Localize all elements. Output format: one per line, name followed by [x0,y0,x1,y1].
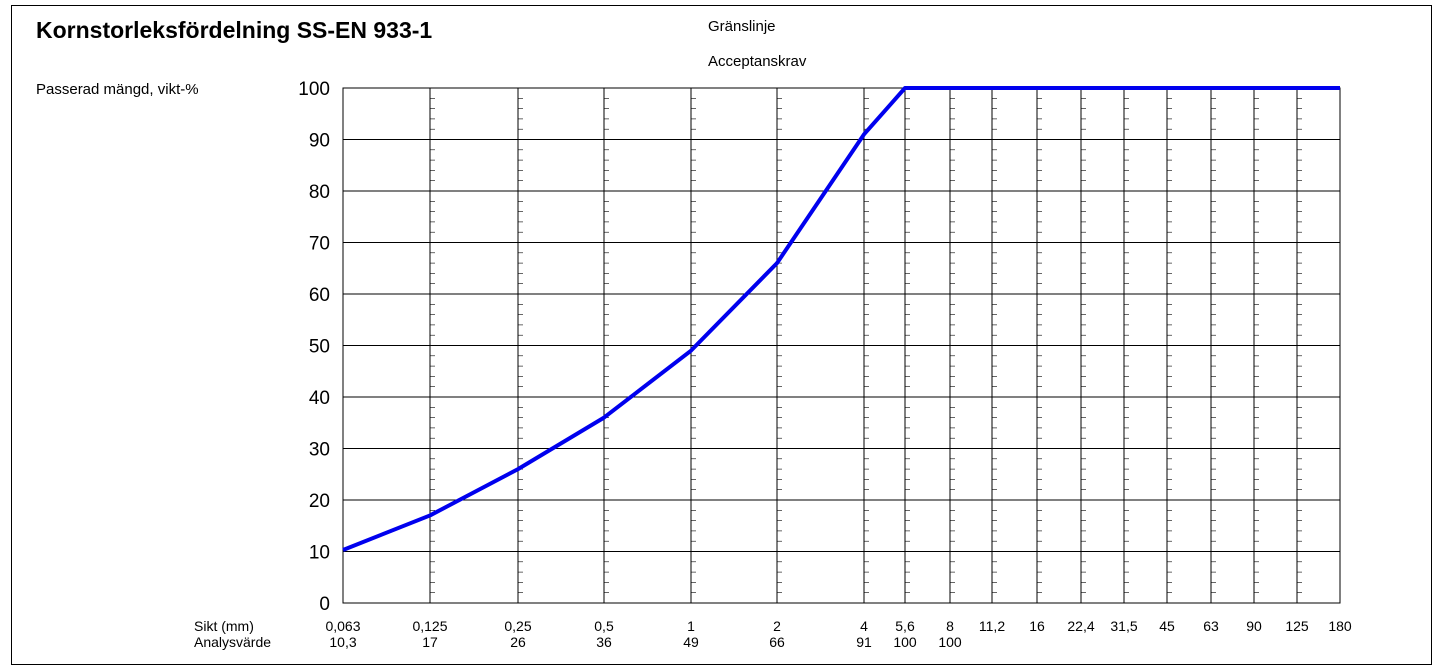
minor-ticks-13 [1167,98,1175,592]
y-tick-label-40: 40 [309,388,330,409]
x-tick-label-8: 8 [946,618,954,634]
x-tick-label-12: 31,5 [1110,618,1137,634]
series-line-0 [343,88,1340,550]
minor-ticks-2 [518,98,526,592]
analysis-value-1: 17 [422,634,438,650]
x-tick-label-6: 4 [860,618,868,634]
analysis-value-8: 100 [938,634,962,650]
x-tick-label-0: 0,063 [325,618,360,634]
x-tick-label-3: 0,5 [594,618,614,634]
minor-ticks-1 [430,98,438,592]
x-tick-label-7: 5,6 [895,618,915,634]
x-tick-label-16: 125 [1285,618,1309,634]
x-row-label: Sikt (mm) [194,618,254,634]
minor-ticks-10 [1037,98,1045,592]
y-tick-label-60: 60 [309,285,330,306]
minor-ticks-3 [604,98,612,592]
y-tick-label-10: 10 [309,543,330,564]
value-row-label: Analysvärde [194,634,271,650]
y-tick-label-80: 80 [309,182,330,203]
analysis-value-2: 26 [510,634,526,650]
minor-ticks-12 [1124,98,1132,592]
y-tick-label-20: 20 [309,491,330,512]
y-tick-label-100: 100 [298,79,330,100]
minor-ticks-5 [777,98,785,592]
analysis-value-7: 100 [893,634,917,650]
minor-ticks-11 [1081,98,1089,592]
y-tick-label-90: 90 [309,131,330,152]
x-tick-label-9: 11,2 [979,618,1005,634]
x-tick-label-17: 180 [1328,618,1352,634]
x-tick-label-11: 22,4 [1067,618,1094,634]
minor-ticks-8 [950,98,958,592]
analysis-value-6: 91 [856,634,872,650]
x-tick-label-14: 63 [1203,618,1219,634]
analysis-value-5: 66 [769,634,785,650]
x-tick-label-1: 0,125 [412,618,447,634]
y-tick-label-50: 50 [309,337,330,358]
x-tick-label-5: 2 [773,618,781,634]
x-tick-label-10: 16 [1029,618,1045,634]
analysis-value-0: 10,3 [329,634,356,650]
y-tick-label-30: 30 [309,440,330,461]
minor-ticks-6 [864,98,872,592]
x-tick-label-15: 90 [1246,618,1262,634]
x-tick-label-4: 1 [687,618,695,634]
minor-ticks-16 [1297,98,1305,592]
analysis-value-4: 49 [683,634,699,650]
x-tick-label-2: 0,25 [504,618,531,634]
minor-ticks-7 [905,98,913,592]
minor-ticks-15 [1254,98,1262,592]
y-tick-label-0: 0 [319,594,330,615]
minor-ticks-14 [1211,98,1219,592]
y-tick-label-70: 70 [309,234,330,255]
analysis-value-3: 36 [596,634,612,650]
x-tick-label-13: 45 [1159,618,1175,634]
minor-ticks-9 [992,98,1000,592]
